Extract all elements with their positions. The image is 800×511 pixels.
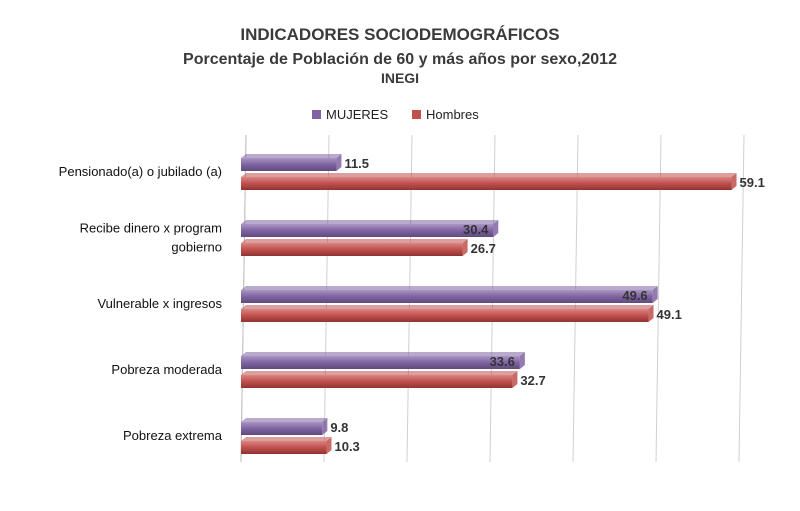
data-label: 49.1: [657, 307, 682, 322]
category-label: Vulnerable x ingresos: [97, 296, 222, 311]
category-label: Pensionado(a) o jubilado (a): [59, 164, 222, 179]
chart-source: INEGI: [381, 70, 419, 86]
bar-top-face: [241, 418, 328, 422]
bar: [241, 239, 468, 256]
bar-end-face: [322, 418, 328, 435]
category-label: Pobreza moderada: [111, 362, 222, 377]
bar: [241, 352, 525, 369]
bar-end-face: [336, 154, 342, 171]
chart-subtitle: Porcentaje de Población de 60 y más años…: [183, 51, 617, 68]
bars: 11.5 59.1 30.4 26.7 49.6 49.1 33.6 32.7 9.8 10.3: [241, 154, 765, 454]
legend-swatch-hombres: [412, 110, 421, 119]
bar-top-face: [241, 305, 654, 309]
category-label: Recibe dinero x program: [80, 221, 222, 236]
bar: [241, 371, 518, 388]
bar-front-face: [241, 441, 327, 454]
bar-front-face: [241, 375, 513, 388]
data-label: 49.6: [622, 288, 647, 303]
bar-end-face: [493, 220, 499, 237]
data-label: 33.6: [490, 354, 515, 369]
data-label: 10.3: [334, 439, 359, 454]
bar-front-face: [241, 243, 463, 256]
legend-swatch-mujeres: [312, 110, 321, 119]
data-label: 11.5: [344, 156, 369, 171]
bar-top-face: [241, 239, 468, 243]
gridline: [738, 134, 745, 463]
data-label: 9.8: [330, 420, 348, 435]
bar-end-face: [519, 352, 525, 369]
bar-end-face: [462, 239, 468, 256]
legend: MUJERES Hombres: [312, 107, 479, 122]
bar-top-face: [241, 437, 332, 441]
bar-front-face: [241, 309, 649, 322]
bar-end-face: [512, 371, 518, 388]
bar: [241, 437, 332, 454]
legend-label-hombres: Hombres: [426, 107, 479, 122]
bar-front-face: [241, 158, 337, 171]
category-label: Pobreza extrema: [123, 428, 223, 443]
data-label: 26.7: [471, 241, 496, 256]
chart-title: INDICADORES SOCIODEMOGRÁFICOS: [240, 25, 559, 44]
bar: [241, 286, 658, 303]
bar: [241, 418, 328, 435]
bar: [241, 305, 654, 322]
bar-top-face: [241, 371, 518, 375]
category-label: gobierno: [171, 240, 222, 255]
bar-top-face: [241, 286, 658, 290]
legend-label-mujeres: MUJERES: [326, 107, 388, 122]
data-label: 32.7: [520, 373, 545, 388]
bar: [241, 220, 499, 237]
bar-top-face: [241, 220, 499, 224]
bar-top-face: [241, 154, 342, 158]
bar-front-face: [241, 177, 732, 190]
bar-end-face: [326, 437, 332, 454]
bar-front-face: [241, 224, 494, 237]
bar-top-face: [241, 352, 525, 356]
category-labels: Pensionado(a) o jubilado (a) Recibe diner…: [59, 164, 223, 443]
bar-end-face: [648, 305, 654, 322]
bar-front-face: [241, 422, 323, 435]
data-label: 30.4: [463, 222, 489, 237]
bar-front-face: [241, 290, 653, 303]
bar: [241, 173, 737, 190]
bar-end-face: [731, 173, 737, 190]
bar-front-face: [241, 356, 520, 369]
data-label: 59.1: [740, 175, 765, 190]
bar: [241, 154, 342, 171]
bar-top-face: [241, 173, 737, 177]
bar-end-face: [652, 286, 658, 303]
